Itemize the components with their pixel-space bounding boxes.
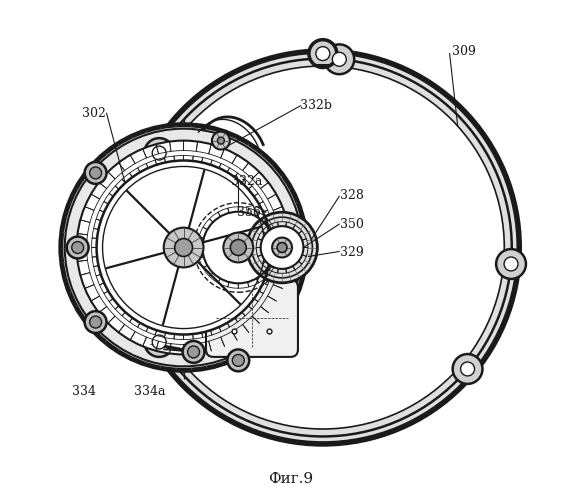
Circle shape [309, 40, 337, 68]
Text: 334a: 334a [134, 385, 166, 398]
Circle shape [316, 46, 330, 60]
Circle shape [152, 335, 166, 349]
Circle shape [67, 236, 89, 258]
Text: Фиг.9: Фиг.9 [268, 472, 313, 486]
Circle shape [121, 46, 524, 449]
Circle shape [203, 212, 274, 284]
Circle shape [247, 212, 317, 283]
Text: 328: 328 [340, 189, 364, 202]
Circle shape [212, 132, 230, 150]
Text: 350: 350 [340, 218, 364, 230]
Circle shape [188, 346, 199, 358]
Circle shape [164, 228, 203, 268]
Circle shape [59, 123, 308, 372]
Circle shape [272, 238, 292, 258]
Circle shape [277, 242, 287, 252]
Circle shape [453, 354, 482, 384]
Circle shape [144, 327, 174, 357]
Text: 309: 309 [452, 44, 476, 58]
Circle shape [261, 226, 303, 269]
Circle shape [332, 52, 346, 66]
Circle shape [223, 232, 253, 262]
FancyBboxPatch shape [206, 280, 298, 357]
Text: 334: 334 [71, 385, 96, 398]
Text: 302: 302 [82, 107, 106, 120]
Circle shape [85, 162, 106, 184]
Circle shape [230, 240, 246, 256]
Circle shape [232, 354, 244, 366]
Circle shape [71, 242, 84, 254]
Circle shape [127, 51, 519, 444]
Circle shape [89, 167, 102, 179]
Text: 329: 329 [340, 246, 364, 259]
Circle shape [85, 311, 106, 333]
Circle shape [152, 146, 166, 160]
Circle shape [141, 66, 504, 429]
Circle shape [504, 257, 518, 271]
Text: 356: 356 [237, 206, 261, 219]
Circle shape [182, 341, 205, 363]
Circle shape [461, 362, 475, 376]
Circle shape [496, 249, 526, 279]
Circle shape [324, 44, 354, 74]
Circle shape [175, 238, 192, 256]
Circle shape [227, 350, 249, 372]
Circle shape [217, 137, 224, 144]
Circle shape [144, 138, 174, 168]
Text: 332b: 332b [300, 100, 332, 112]
Text: 332a: 332a [231, 175, 262, 188]
Circle shape [77, 140, 290, 354]
Circle shape [96, 160, 271, 334]
Circle shape [89, 316, 102, 328]
